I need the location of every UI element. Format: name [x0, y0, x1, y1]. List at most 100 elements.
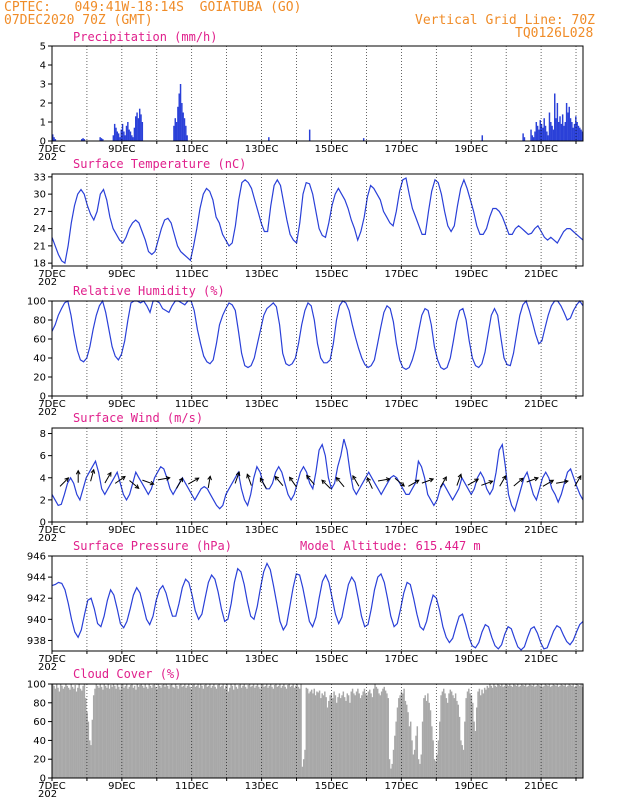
- wind-arrow: [274, 476, 284, 487]
- cloud-bar: [186, 685, 189, 778]
- wind-arrow: [176, 477, 183, 489]
- year-label: 202: [38, 789, 57, 800]
- cloud-bar: [396, 707, 399, 778]
- precip-bar: [565, 103, 568, 141]
- cloud-bar: [466, 691, 469, 778]
- cloud-bar: [458, 716, 461, 778]
- cloud-bar: [65, 684, 67, 778]
- wind-arrow-head: [352, 474, 357, 480]
- cloud-bar: [469, 693, 471, 778]
- cloud-bar: [157, 684, 160, 778]
- plot-frame: [51, 173, 584, 267]
- cloud-bar: [512, 684, 515, 778]
- cloud-bar: [398, 698, 400, 778]
- precip-bar: [523, 137, 526, 141]
- cloud-bar: [403, 688, 405, 778]
- cloud-bar: [462, 749, 465, 778]
- y-tick-label: 942: [27, 594, 46, 605]
- cloud-bar: [197, 684, 199, 778]
- cloud-bar: [464, 721, 466, 778]
- cloud-bar: [82, 685, 84, 778]
- cloud-bar: [320, 698, 322, 778]
- x-tick-label: 7DEC: [38, 525, 65, 536]
- cloud-bar: [449, 689, 452, 778]
- cloud-bar: [214, 686, 216, 778]
- cloud-bar: [576, 684, 578, 778]
- x-tick-label: 17DEC: [384, 525, 418, 536]
- precip-bar: [178, 93, 180, 141]
- precip-bar: [131, 135, 133, 141]
- cloud-bar: [369, 689, 371, 778]
- cloud-bar: [441, 691, 444, 778]
- x-tick-label: 19DEC: [454, 654, 488, 665]
- cloud-bar: [514, 684, 516, 778]
- cloud-bar: [292, 684, 294, 778]
- cloud-bar: [87, 721, 90, 778]
- cloud-bar: [485, 689, 487, 778]
- cloud-bar: [306, 688, 309, 778]
- wind-arrow-head: [194, 477, 200, 482]
- x-tick-label: 15DEC: [315, 654, 349, 665]
- cloud-bar: [317, 692, 319, 778]
- panel-wind: 0 2 4 6 8 7DEC 9DEC 11DEC 13DEC 15DEC 17DEC 19DEC 21…: [38, 411, 584, 544]
- cloud-bar: [276, 686, 279, 778]
- cloud-bar: [90, 745, 92, 778]
- cloud-bar: [291, 685, 293, 778]
- cloud-bar: [530, 684, 532, 778]
- temp-title: Surface Temperature (nC): [73, 157, 246, 171]
- cloud-bar: [189, 686, 191, 778]
- x-tick-label: 11DEC: [175, 144, 209, 155]
- cloud-bar: [487, 687, 490, 778]
- cloud-bar: [509, 684, 511, 778]
- cloud-bar: [256, 684, 259, 778]
- wind-arrow: [421, 478, 434, 484]
- precip-bar: [80, 139, 83, 141]
- cloud-bar: [436, 754, 438, 778]
- cloud-bar: [190, 688, 193, 778]
- cloud-bar: [112, 684, 115, 778]
- precip-bar: [52, 134, 54, 141]
- cloud-bar: [498, 684, 500, 778]
- x-tick-label: 19DEC: [454, 269, 488, 280]
- cloud-bar: [477, 691, 479, 778]
- precip-bar: [137, 118, 140, 141]
- wind-arrow-head: [274, 475, 280, 481]
- cloud-bar: [357, 688, 359, 778]
- cloud-bar: [180, 684, 182, 778]
- cloud-bar: [304, 749, 306, 778]
- x-tick-label: 17DEC: [384, 144, 418, 155]
- cloud-bar: [168, 688, 170, 778]
- y-tick-label: 2: [40, 99, 46, 110]
- cloud-bar: [526, 686, 528, 778]
- cloud-bar: [54, 688, 57, 778]
- cloud-bar: [506, 684, 508, 778]
- cloud-bar: [543, 685, 545, 778]
- precip-bar: [54, 139, 57, 141]
- rh-title: Relative Humidity (%): [73, 284, 225, 298]
- cloud-bar: [351, 688, 354, 778]
- panel-precip: 0 1 2 3 4 5 7DEC 9DEC 11DEC 13DEC 15DEC 17DEC 19DEC 2…: [38, 30, 584, 163]
- cloud-bar: [295, 685, 297, 778]
- cloud-bar: [502, 686, 504, 778]
- x-tick-label: 19DEC: [454, 399, 488, 410]
- cloud-bar: [339, 698, 342, 778]
- cloud-bar: [483, 687, 486, 778]
- cloud-bar: [75, 691, 78, 778]
- cloud-bar: [392, 749, 395, 778]
- x-tick-label: 21DEC: [524, 781, 558, 792]
- cloud-bar: [432, 740, 434, 778]
- cloud-bar: [66, 685, 68, 778]
- cloud-bar: [552, 684, 555, 778]
- y-tick-label: 100: [27, 680, 46, 691]
- x-tick-label: 15DEC: [315, 525, 349, 536]
- cloud-bar: [476, 707, 478, 778]
- wind-arrow-head: [400, 482, 406, 487]
- wind-arrow-head: [165, 476, 171, 481]
- cloud-bar: [128, 686, 131, 778]
- cloud-bar: [263, 686, 265, 778]
- y-tick-label: 8: [40, 429, 46, 440]
- wind-arrow: [574, 475, 582, 487]
- cloud-bar: [522, 684, 524, 778]
- wind-arrow: [188, 477, 199, 485]
- precip-bar: [141, 122, 144, 141]
